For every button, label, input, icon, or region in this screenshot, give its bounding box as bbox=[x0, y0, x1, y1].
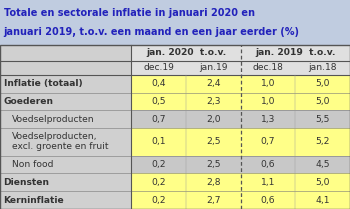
Text: Voedselproducten,
excl. groente en fruit: Voedselproducten, excl. groente en fruit bbox=[12, 132, 109, 152]
Bar bbox=[131, 128, 350, 156]
Text: 1,0: 1,0 bbox=[261, 79, 275, 88]
Text: 5,0: 5,0 bbox=[315, 79, 330, 88]
Text: Non food: Non food bbox=[12, 160, 54, 169]
Text: 2,5: 2,5 bbox=[206, 160, 220, 169]
Text: 0,7: 0,7 bbox=[261, 137, 275, 147]
Bar bbox=[0, 191, 131, 209]
Bar bbox=[131, 93, 350, 110]
Bar bbox=[131, 61, 350, 75]
Bar bbox=[131, 110, 350, 128]
Text: 1,3: 1,3 bbox=[261, 115, 275, 124]
Bar bbox=[0, 75, 131, 93]
Text: jan. 2020  t.o.v.: jan. 2020 t.o.v. bbox=[146, 48, 226, 57]
Bar bbox=[0, 45, 131, 61]
Text: januari 2019, t.o.v. een maand en een jaar eerder (%): januari 2019, t.o.v. een maand en een ja… bbox=[4, 27, 300, 37]
Text: 2,8: 2,8 bbox=[206, 178, 220, 187]
Text: 4,1: 4,1 bbox=[315, 196, 330, 205]
Text: Totale en sectorale inflatie in januari 2020 en: Totale en sectorale inflatie in januari … bbox=[4, 8, 254, 18]
Text: dec.19: dec.19 bbox=[143, 63, 174, 72]
Text: Goederen: Goederen bbox=[4, 97, 54, 106]
Bar bbox=[0, 61, 131, 75]
Bar bbox=[0, 173, 131, 191]
Text: jan. 2019  t.o.v.: jan. 2019 t.o.v. bbox=[255, 48, 336, 57]
Text: 0,6: 0,6 bbox=[261, 160, 275, 169]
Bar bbox=[131, 191, 350, 209]
Text: 0,2: 0,2 bbox=[151, 160, 166, 169]
Bar bbox=[0, 93, 131, 110]
Text: 5,5: 5,5 bbox=[315, 115, 330, 124]
Text: Inflatie (totaal): Inflatie (totaal) bbox=[4, 79, 82, 88]
Bar bbox=[0, 128, 131, 156]
Bar bbox=[0, 45, 350, 209]
Text: 0,5: 0,5 bbox=[151, 97, 166, 106]
Bar bbox=[0, 110, 131, 128]
Text: 2,0: 2,0 bbox=[206, 115, 220, 124]
Text: Voedselproducten: Voedselproducten bbox=[12, 115, 95, 124]
Text: jan.18: jan.18 bbox=[308, 63, 337, 72]
Text: dec.18: dec.18 bbox=[253, 63, 284, 72]
Text: Diensten: Diensten bbox=[4, 178, 49, 187]
Bar bbox=[0, 156, 131, 173]
Text: 0,1: 0,1 bbox=[151, 137, 166, 147]
Text: 4,5: 4,5 bbox=[315, 160, 330, 169]
Text: 0,2: 0,2 bbox=[151, 196, 166, 205]
Text: 1,1: 1,1 bbox=[261, 178, 275, 187]
Bar bbox=[0, 0, 350, 45]
Text: 0,4: 0,4 bbox=[151, 79, 166, 88]
Text: 5,2: 5,2 bbox=[315, 137, 330, 147]
Text: 0,6: 0,6 bbox=[261, 196, 275, 205]
Text: 2,3: 2,3 bbox=[206, 97, 220, 106]
Text: 5,0: 5,0 bbox=[315, 178, 330, 187]
Bar bbox=[131, 75, 350, 93]
Text: 0,2: 0,2 bbox=[151, 178, 166, 187]
Text: 2,7: 2,7 bbox=[206, 196, 220, 205]
Text: 2,4: 2,4 bbox=[206, 79, 220, 88]
Bar bbox=[131, 173, 350, 191]
Text: 1,0: 1,0 bbox=[261, 97, 275, 106]
Text: jan.19: jan.19 bbox=[199, 63, 228, 72]
Bar bbox=[131, 45, 350, 61]
Text: Kerninflatie: Kerninflatie bbox=[4, 196, 64, 205]
Bar bbox=[131, 156, 350, 173]
Text: 2,5: 2,5 bbox=[206, 137, 220, 147]
Text: 5,0: 5,0 bbox=[315, 97, 330, 106]
Text: 0,7: 0,7 bbox=[151, 115, 166, 124]
